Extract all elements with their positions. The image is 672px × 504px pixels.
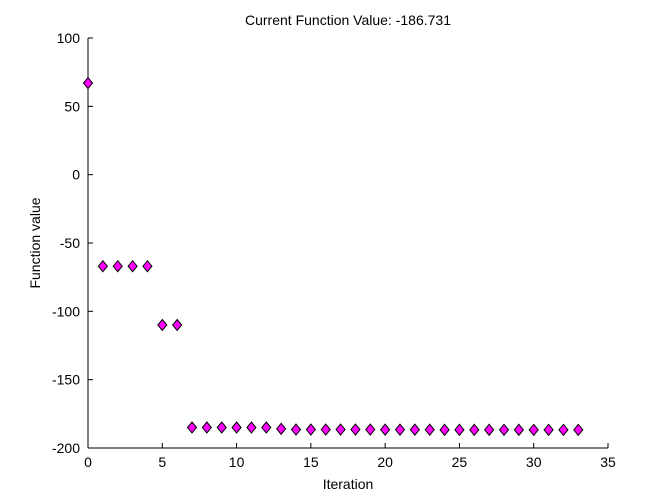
data-point-marker	[439, 423, 450, 437]
x-tick-label: 20	[377, 454, 393, 470]
data-point-marker	[483, 423, 495, 437]
data-point-marker	[498, 423, 510, 437]
data-point-marker	[171, 318, 183, 332]
data-point-marker	[112, 259, 123, 273]
data-point-marker	[513, 423, 525, 437]
data-point-marker	[216, 421, 227, 434]
data-markers	[82, 76, 584, 437]
x-tick-label: 30	[526, 454, 542, 470]
data-point-marker	[454, 423, 465, 437]
y-tick-label: 50	[64, 98, 80, 114]
data-point-marker	[558, 423, 569, 437]
data-point-marker	[424, 423, 435, 436]
x-tick-label: 10	[229, 454, 245, 470]
y-tick-label: -150	[52, 372, 80, 388]
data-point-marker	[305, 423, 317, 436]
data-point-marker	[573, 423, 584, 437]
data-point-marker	[157, 318, 168, 332]
data-point-marker	[186, 421, 198, 434]
data-point-marker	[261, 421, 272, 434]
y-tick-label: -100	[52, 303, 80, 319]
data-point-marker	[335, 423, 346, 436]
x-tick-label: 35	[600, 454, 616, 470]
data-point-marker	[127, 259, 138, 273]
y-tick-label: 0	[72, 167, 80, 183]
x-tick-label: 15	[303, 454, 319, 470]
x-axis-ticks: 0 5 10 15 20 25 30 35	[84, 443, 616, 470]
data-point-marker	[469, 423, 480, 437]
x-axis-label: Iteration	[323, 476, 374, 492]
data-point-marker	[142, 259, 153, 273]
y-tick-label: -50	[60, 235, 80, 251]
y-axis-label: Function value	[27, 197, 43, 288]
data-point-marker	[409, 423, 421, 436]
data-point-marker	[320, 423, 331, 436]
plot-area	[88, 38, 608, 448]
data-point-marker	[290, 423, 302, 436]
y-tick-label: 100	[57, 30, 81, 46]
data-point-marker	[275, 422, 287, 436]
x-tick-label: 0	[84, 454, 92, 470]
data-point-marker	[365, 423, 376, 436]
data-point-marker	[97, 259, 109, 273]
data-point-marker	[201, 421, 213, 434]
y-axis-ticks: -200 -150 -100 -50 0 50 100	[52, 30, 93, 456]
data-point-marker	[543, 423, 554, 437]
data-point-marker	[350, 423, 361, 436]
data-point-marker	[394, 423, 406, 436]
data-point-marker	[82, 76, 94, 90]
data-point-marker	[246, 421, 257, 434]
data-point-marker	[231, 421, 242, 434]
x-tick-label: 25	[452, 454, 468, 470]
chart-title: Current Function Value: -186.731	[245, 12, 451, 28]
data-point-marker	[528, 423, 539, 437]
x-tick-label: 5	[158, 454, 166, 470]
y-tick-label: -200	[52, 440, 80, 456]
data-point-marker	[379, 423, 391, 436]
